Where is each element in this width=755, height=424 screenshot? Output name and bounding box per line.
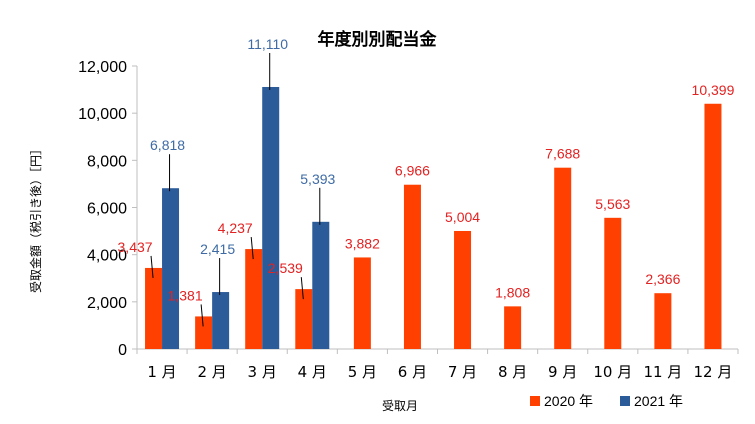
x-tick-label: 7 月 [448,363,477,381]
x-tick-label: 3 月 [248,363,277,381]
data-label: 7,688 [545,146,580,162]
data-label: 1,808 [495,284,530,300]
data-label: 4,237 [218,220,253,236]
data-label: 2,539 [268,260,303,276]
y-axis-title: 受取金額（税引き後）［円］ [28,143,43,293]
data-label: 1,381 [168,287,203,303]
legend-label: 2020 年 [544,393,593,409]
x-tick-label: 11 月 [643,363,682,381]
legend: 2020 年 2021 年 [530,393,683,409]
bar-series1 [353,257,371,349]
bar-series1 [554,167,572,349]
data-label: 10,399 [692,82,735,98]
legend-swatch [530,396,540,406]
bar-series1 [704,103,722,349]
data-label-leader-line [200,304,204,327]
bar-series2 [262,86,280,349]
data-label: 5,393 [300,171,335,187]
y-tick-label: 2,000 [87,295,127,312]
bar-series1 [654,293,672,349]
data-label: 6,966 [395,163,430,179]
legend-label: 2021 年 [634,393,683,409]
chart-title: 年度別別配当金 [318,29,438,50]
x-tick-label: 1 月 [147,363,176,381]
y-tick-label: 12,000 [78,59,127,76]
bar-series2 [212,292,230,349]
y-tick-label: 4,000 [87,248,127,265]
bar-series1 [403,184,421,349]
data-label: 5,004 [445,209,480,225]
x-tick-label: 9 月 [548,363,577,381]
bar-series1 [504,306,522,349]
data-label: 11,110 [247,36,288,52]
data-label: 5,563 [595,196,630,212]
bar-series2 [312,221,330,349]
x-tick-label: 5 月 [348,363,377,381]
plot-area: 0 2,000 4,000 6,000 8,000 10,000 12,000 1 月 2 月 3… [78,36,739,381]
x-tick-label: 8 月 [498,363,527,381]
data-label-leader-line [150,255,154,278]
x-tick-label: 10 月 [593,363,632,381]
bar-series1 [245,249,263,349]
y-tick-label: 10,000 [78,106,127,123]
x-tick-label: 4 月 [298,363,327,381]
data-label: 3,882 [345,235,380,251]
bar-series1 [295,289,313,349]
x-tick-label: 12 月 [694,363,733,381]
x-axis-title: 受取月 [382,399,418,413]
data-label-leader-line [300,277,304,300]
y-tick-label: 8,000 [87,153,127,170]
bar-series1 [454,230,472,349]
legend-swatch [620,396,630,406]
bar-series1 [604,217,622,349]
bar-series1 [195,316,213,349]
data-label-leader-line [250,237,254,260]
bar-series1 [145,267,163,349]
bar-series2 [162,188,180,349]
y-tick-label: 0 [118,342,127,359]
data-label: 3,437 [118,239,153,255]
data-label: 2,366 [645,271,680,287]
x-tick-label: 6 月 [398,363,427,381]
data-label: 6,818 [150,137,185,153]
x-tick-label: 2 月 [197,363,226,381]
y-tick-label: 6,000 [87,201,127,218]
data-label: 2,415 [200,241,235,257]
